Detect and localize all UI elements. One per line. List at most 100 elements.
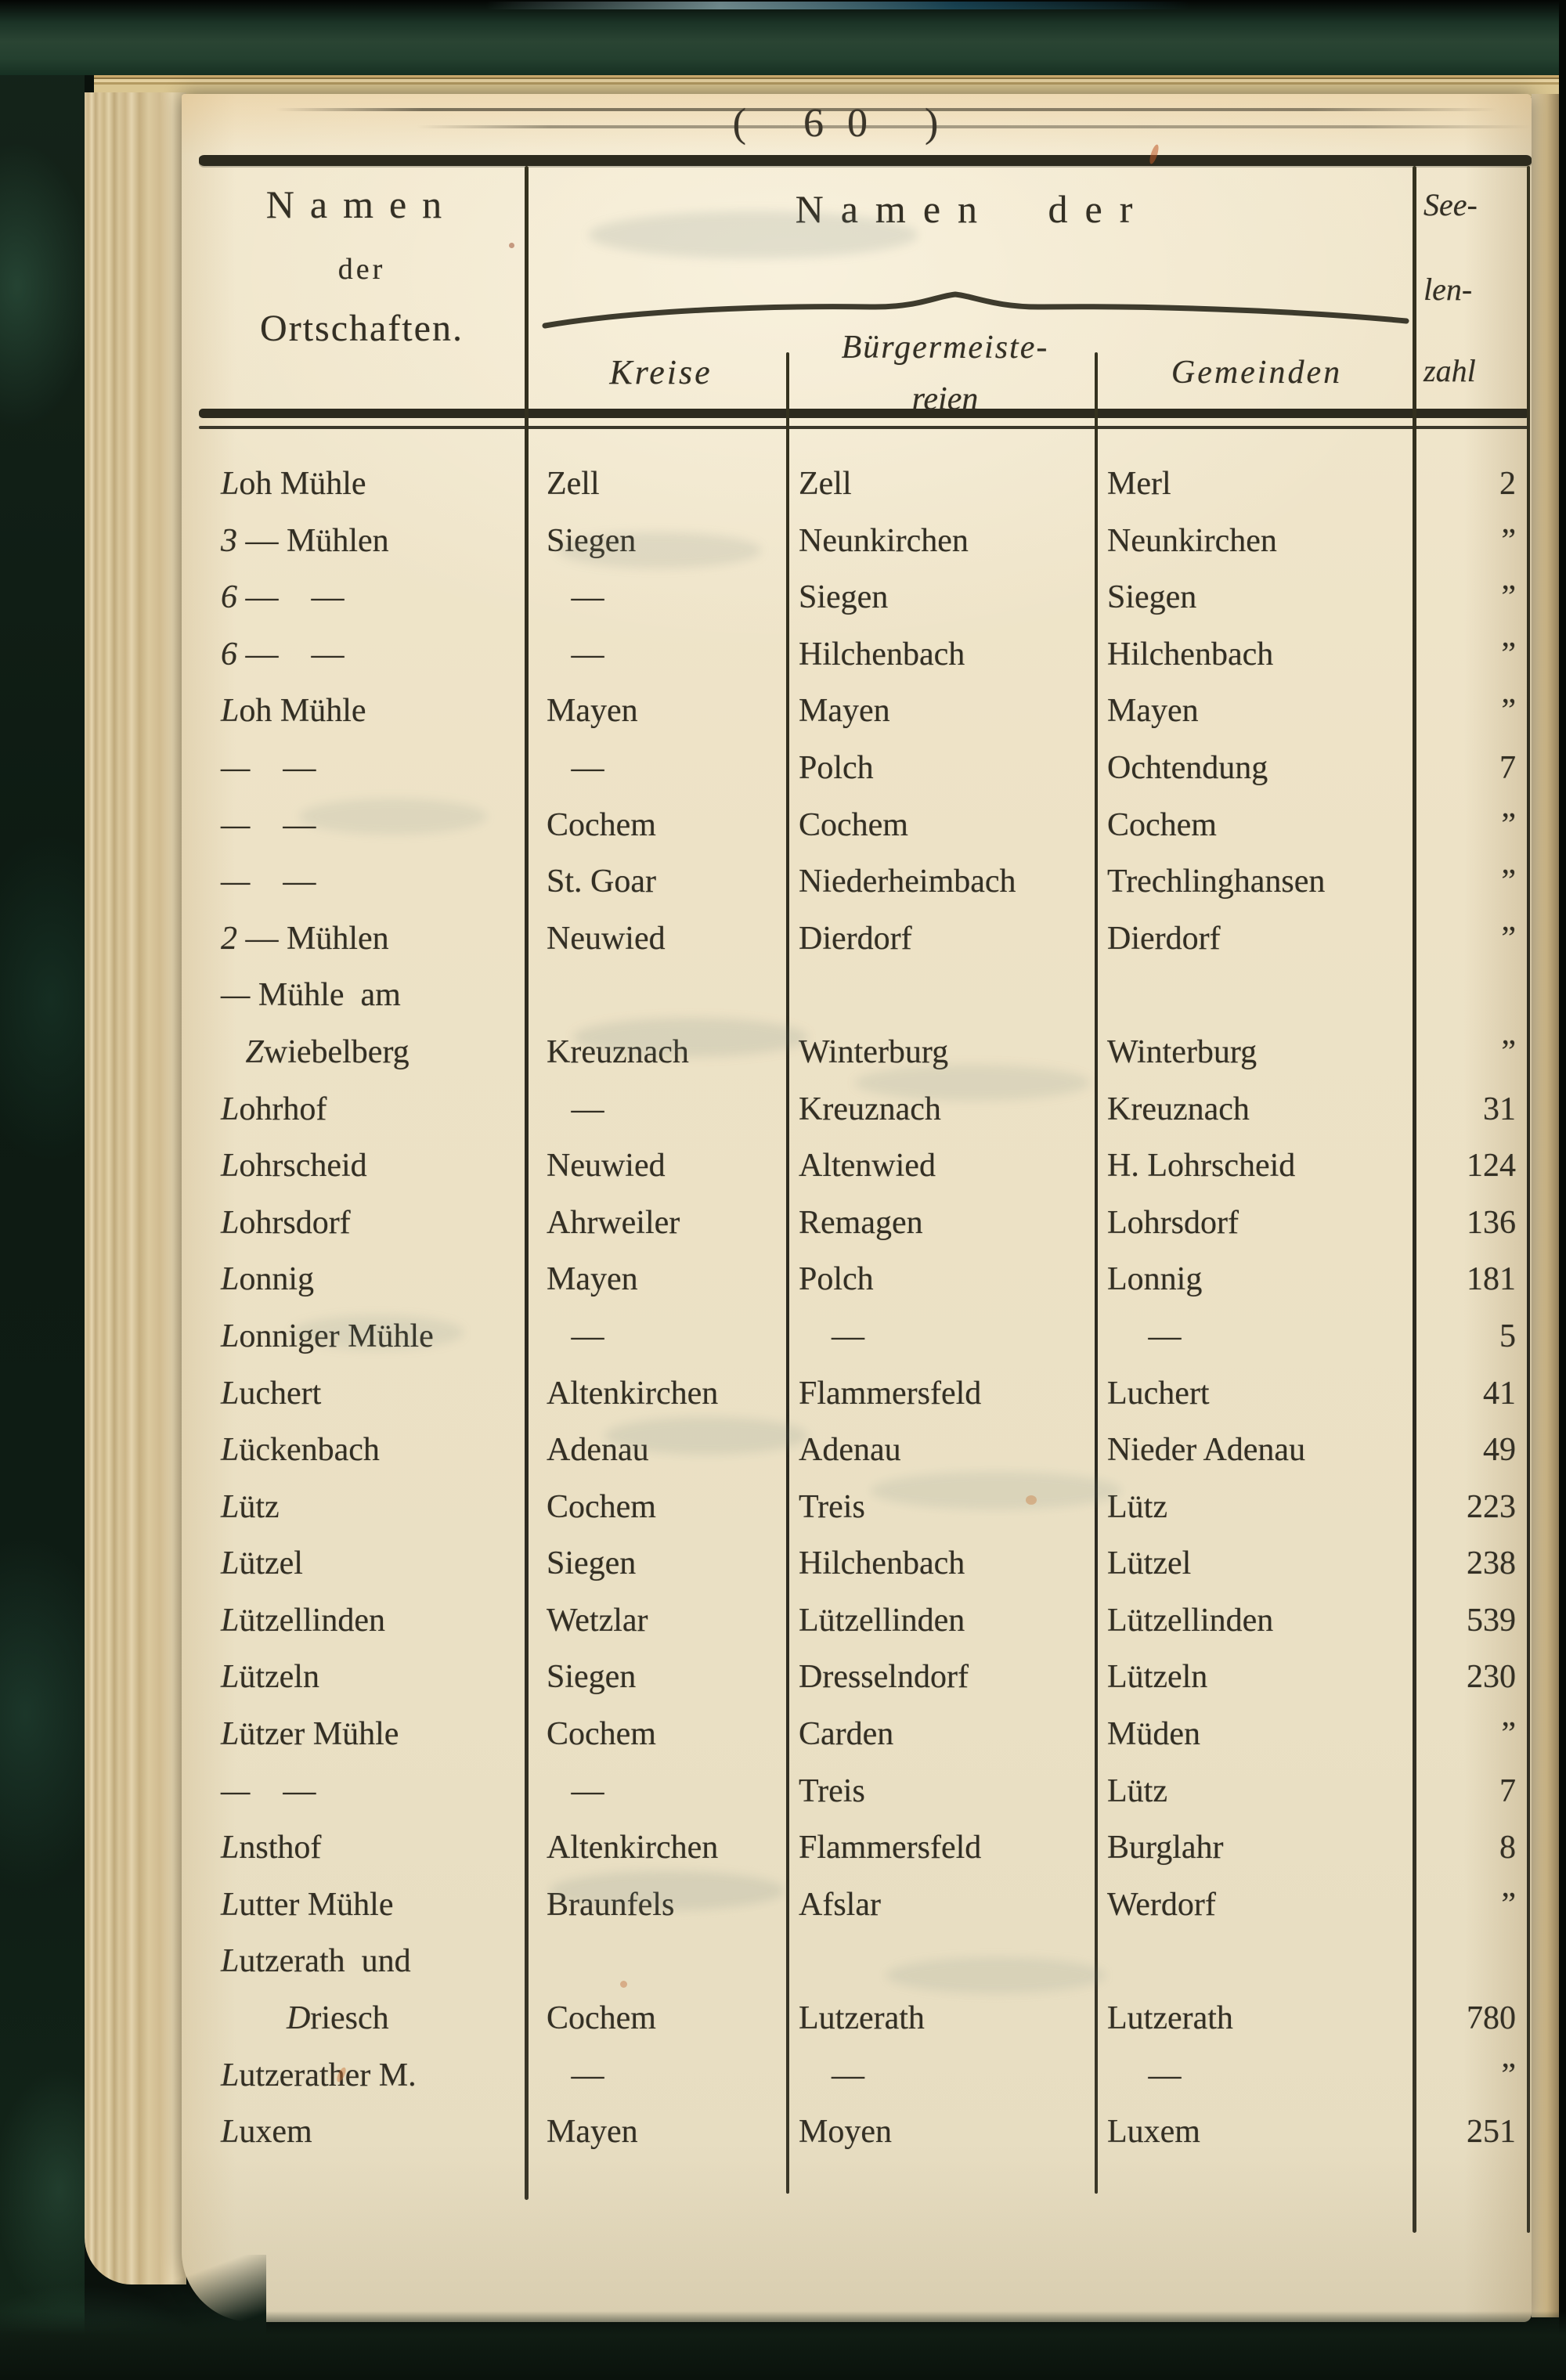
cell-ortschaft: Lnsthof bbox=[221, 1830, 322, 1866]
cell-buergermeisterei: Polch bbox=[799, 1261, 874, 1298]
cell-kreis: Mayen bbox=[547, 2114, 638, 2151]
cell-seelenzahl: 539 bbox=[1467, 1602, 1516, 1639]
header-souls-line1: See- bbox=[1423, 187, 1478, 222]
scan-edge-bottom bbox=[0, 2311, 1566, 2380]
cell-buergermeisterei: Altenwied bbox=[799, 1148, 936, 1185]
cell-gemeinde: Lützel bbox=[1107, 1545, 1192, 1582]
cell-buergermeisterei: Flammersfeld bbox=[799, 1830, 982, 1866]
cell-seelenzahl: 7 bbox=[1499, 749, 1516, 786]
cell-gemeinde: Siegen bbox=[1107, 579, 1197, 616]
cell-gemeinde: Hilchenbach bbox=[1107, 636, 1274, 673]
cell-kreis: Siegen bbox=[547, 522, 637, 559]
page-edge-hairline bbox=[417, 125, 1532, 128]
cell-seelenzahl: ” bbox=[1501, 1716, 1516, 1753]
cell-ortschaft: Lutzerath und bbox=[221, 1943, 411, 1980]
cell-ortschaft: Lützel bbox=[221, 1545, 303, 1582]
cell-buergermeisterei: Lützellinden bbox=[799, 1602, 965, 1639]
foxing-spot bbox=[509, 243, 514, 248]
cell-kreis: — bbox=[547, 579, 604, 616]
cell-gemeinde: Luchert bbox=[1107, 1375, 1210, 1412]
cell-seelenzahl: 238 bbox=[1467, 1545, 1516, 1582]
cell-gemeinde: Lonnig bbox=[1107, 1261, 1203, 1298]
cell-ortschaft: Loh Mühle bbox=[221, 693, 366, 730]
cell-kreis: Altenkirchen bbox=[547, 1375, 719, 1412]
cell-buergermeisterei: Hilchenbach bbox=[799, 1545, 965, 1582]
cell-gemeinde: Lohrsdorf bbox=[1107, 1204, 1239, 1241]
cell-kreis: Ahrweiler bbox=[547, 1204, 680, 1241]
table-row: Lützel Siegen Hilchenbach Lützel 238 bbox=[182, 1535, 1532, 1592]
cell-buergermeisterei: Remagen bbox=[799, 1204, 923, 1241]
cell-kreis: Mayen bbox=[547, 693, 638, 730]
table-row: Lützellinden Wetzlar Lützellinden Lützel… bbox=[182, 1592, 1532, 1650]
table-row: Loh Mühle Mayen Mayen Mayen ” bbox=[182, 683, 1532, 740]
bleedthrough-smudge bbox=[589, 211, 918, 258]
cell-ortschaft: Lohrscheid bbox=[221, 1148, 367, 1185]
cell-seelenzahl: 7 bbox=[1499, 1772, 1516, 1809]
book-page: ( 60 ) Namen der Ortschaften. Namen der … bbox=[182, 94, 1532, 2322]
cell-kreis: Mayen bbox=[547, 1261, 638, 1298]
bleedthrough-smudge bbox=[291, 1315, 464, 1350]
table-row: Lnsthof Altenkirchen Flammersfeld Burgla… bbox=[182, 1819, 1532, 1877]
cell-ortschaft: — — bbox=[221, 864, 316, 900]
cover-glint bbox=[485, 2, 1190, 9]
header-bottom-rule-thick bbox=[199, 409, 1530, 418]
cell-seelenzahl: 31 bbox=[1483, 1091, 1516, 1127]
cell-seelenzahl: ” bbox=[1501, 1033, 1516, 1070]
cell-ortschaft: Lonnig bbox=[221, 1261, 315, 1298]
table-row: Lutzerath und bbox=[182, 1933, 1532, 1990]
cell-gemeinde: Lützellinden bbox=[1107, 1602, 1274, 1639]
cell-gemeinde: Lützeln bbox=[1107, 1659, 1208, 1696]
cell-seelenzahl: ” bbox=[1501, 579, 1516, 616]
header-kreise: Kreise bbox=[609, 353, 713, 391]
cell-kreis: Siegen bbox=[547, 1545, 637, 1582]
header-bottom-rule-thin bbox=[199, 426, 1530, 429]
header-gemeinden: Gemeinden bbox=[1171, 355, 1343, 391]
table-row: — Mühle am bbox=[182, 967, 1532, 1024]
table-rows: Loh Mühle Zell Zell Merl 2 3 — Mühlen Si… bbox=[182, 456, 1532, 2161]
cell-seelenzahl: ” bbox=[1501, 1886, 1516, 1923]
cell-kreis: Neuwied bbox=[547, 920, 666, 957]
cell-buergermeisterei: Treis bbox=[799, 1488, 865, 1525]
cell-buergermeisterei: — bbox=[799, 2057, 864, 2093]
cell-gemeinde: H. Lohrscheid bbox=[1107, 1148, 1296, 1185]
cell-ortschaft: — — bbox=[221, 1772, 316, 1809]
cell-ortschaft: Loh Mühle bbox=[221, 466, 366, 502]
cell-kreis: — bbox=[547, 1091, 604, 1127]
cell-gemeinde: Müden bbox=[1107, 1716, 1200, 1753]
folio-number: ( 60 ) bbox=[732, 101, 962, 146]
cell-gemeinde: Lütz bbox=[1107, 1772, 1167, 1809]
book-cover-left bbox=[0, 0, 85, 2380]
cell-ortschaft: Lützeln bbox=[221, 1659, 319, 1696]
cell-buergermeisterei: Siegen bbox=[799, 579, 889, 616]
cell-ortschaft: Lonniger Mühle bbox=[221, 1318, 434, 1354]
table-row: Lückenbach Adenau Adenau Nieder Adenau 4… bbox=[182, 1422, 1532, 1479]
cell-ortschaft: 6 — — bbox=[221, 636, 345, 673]
cell-seelenzahl: ” bbox=[1501, 636, 1516, 673]
table-row: Lonnig Mayen Polch Lonnig 181 bbox=[182, 1251, 1532, 1308]
bleedthrough-smudge bbox=[855, 1065, 1090, 1101]
cell-seelenzahl: 230 bbox=[1467, 1659, 1516, 1696]
cell-gemeinde: — bbox=[1107, 2057, 1182, 2093]
header-places-line1: Namen bbox=[265, 182, 458, 226]
cell-seelenzahl: ” bbox=[1501, 864, 1516, 900]
cell-ortschaft: — Mühle am bbox=[221, 977, 401, 1014]
cell-seelenzahl: 5 bbox=[1499, 1318, 1516, 1354]
cell-ortschaft: Luchert bbox=[221, 1375, 322, 1412]
cell-buergermeisterei: Zell bbox=[799, 466, 852, 502]
cell-kreis: — bbox=[547, 1318, 604, 1354]
cell-buergermeisterei: Treis bbox=[799, 1772, 865, 1809]
table-row: Lutzerather M. — — — ” bbox=[182, 2047, 1532, 2104]
cell-gemeinde: Lütz bbox=[1107, 1488, 1167, 1525]
table-row: — — Cochem Cochem Cochem ” bbox=[182, 797, 1532, 854]
cell-buergermeisterei: Mayen bbox=[799, 693, 890, 730]
cell-ortschaft: Luxem bbox=[221, 2114, 312, 2151]
book-cover-top bbox=[0, 0, 1566, 75]
header-places-line2: der bbox=[337, 253, 386, 286]
cell-kreis: Adenau bbox=[547, 1432, 649, 1469]
table-row: Lohrscheid Neuwied Altenwied H. Lohrsche… bbox=[182, 1138, 1532, 1195]
cell-buergermeisterei: Flammersfeld bbox=[799, 1375, 982, 1412]
paper-tint bbox=[182, 94, 1532, 157]
cell-buergermeisterei: Dresselndorf bbox=[799, 1659, 969, 1696]
table-row: Lutter Mühle Braunfels Afslar Werdorf ” bbox=[182, 1877, 1532, 1934]
cell-buergermeisterei: Winterburg bbox=[799, 1033, 949, 1070]
